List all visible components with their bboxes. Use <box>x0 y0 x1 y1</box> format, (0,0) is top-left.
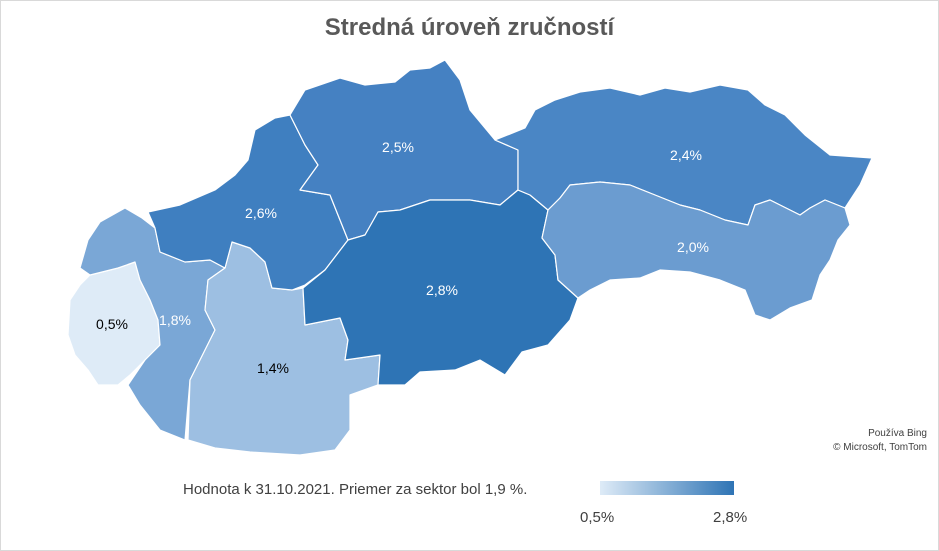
region-banska-bystrica[interactable] <box>302 189 579 386</box>
legend-gradient-bar <box>600 481 734 495</box>
label-zilina: 2,5% <box>382 139 414 155</box>
region-kosice[interactable] <box>541 181 851 321</box>
attribution-bing: Používa Bing <box>868 428 927 439</box>
map-title: Stredná úroveň zručností <box>324 14 615 41</box>
attribution-copyright: © Microsoft, TomTom <box>833 442 927 453</box>
footnote: Hodnota k 31.10.2021. Priemer za sektor … <box>183 481 528 498</box>
label-kosice: 2,0% <box>677 239 709 255</box>
region-labels: 0,5% 1,8% 1,4% 2,6% 2,5% 2,8% 2,4% 2,0% <box>96 139 709 376</box>
label-presov: 2,4% <box>670 147 702 163</box>
label-nitra: 1,4% <box>257 360 289 376</box>
label-trnava: 1,8% <box>159 312 191 328</box>
label-banska-bystrica: 2,8% <box>426 282 458 298</box>
map-attribution: Používa Bing © Microsoft, TomTom <box>833 427 927 455</box>
legend-min-label: 0,5% <box>580 509 615 526</box>
label-trencin: 2,6% <box>245 205 277 221</box>
label-bratislava: 0,5% <box>96 316 128 332</box>
legend-max-label: 2,8% <box>713 509 748 526</box>
